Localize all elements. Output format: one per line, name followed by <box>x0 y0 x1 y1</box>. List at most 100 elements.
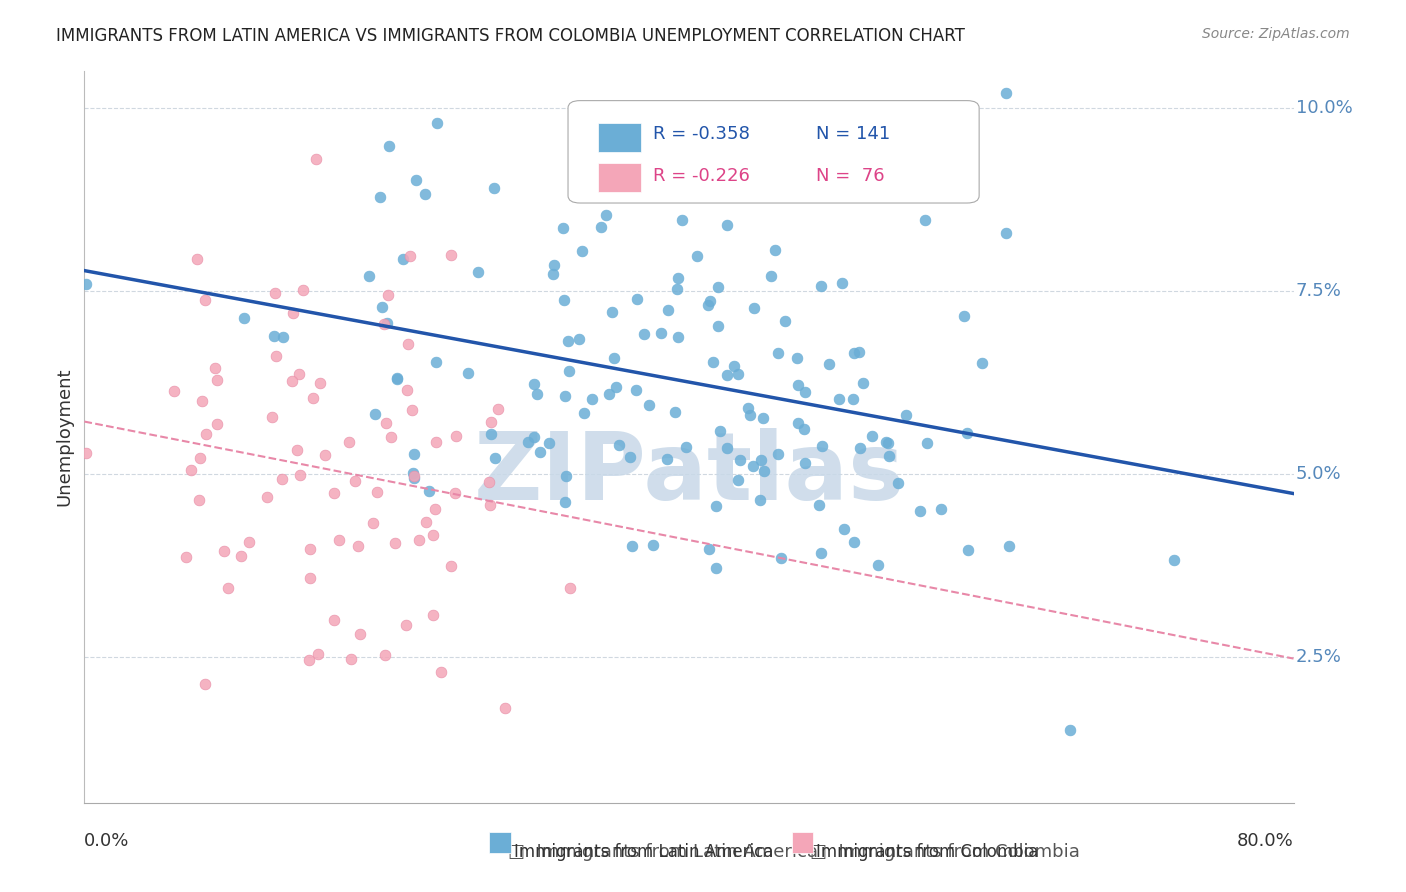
Point <box>385 372 408 386</box>
Point <box>194 293 217 308</box>
Point <box>399 249 422 263</box>
Text: Immigrants from Latin America: Immigrants from Latin America <box>513 843 773 861</box>
Point <box>887 476 910 491</box>
Point <box>523 430 546 444</box>
Point <box>263 329 285 343</box>
Text: ZIPatlas: ZIPatlas <box>474 427 904 520</box>
Point <box>361 516 384 530</box>
Point <box>832 522 855 536</box>
Point <box>308 376 330 390</box>
Point <box>787 378 810 392</box>
Point <box>568 332 591 346</box>
Point <box>484 451 506 466</box>
Point <box>626 292 648 306</box>
Point <box>707 318 730 333</box>
Text: 7.5%: 7.5% <box>1296 282 1341 300</box>
Point <box>600 304 623 318</box>
Point <box>650 326 672 340</box>
Point <box>852 376 875 391</box>
Bar <box>792 832 814 853</box>
Point <box>742 459 765 474</box>
Point <box>609 438 631 452</box>
Point <box>766 448 789 462</box>
Point <box>526 387 548 401</box>
Point <box>842 345 865 359</box>
Point <box>1163 553 1185 567</box>
Point <box>264 349 287 363</box>
Bar <box>489 832 512 853</box>
Point <box>957 542 980 557</box>
Point <box>749 453 772 467</box>
Point <box>444 428 467 442</box>
Text: N =  76: N = 76 <box>815 167 884 185</box>
Point <box>260 409 283 424</box>
Point <box>744 301 766 316</box>
Point <box>751 411 773 425</box>
Point <box>285 442 308 457</box>
Point <box>727 367 749 381</box>
Point <box>810 279 832 293</box>
Point <box>666 330 689 344</box>
Point <box>793 385 815 400</box>
Point <box>418 483 440 498</box>
Point <box>186 252 208 266</box>
Point <box>759 268 782 283</box>
Point <box>605 380 627 394</box>
Point <box>953 310 976 324</box>
Point <box>994 87 1017 101</box>
Point <box>396 337 419 351</box>
Text: □  Immigrants from Latin America: □ Immigrants from Latin America <box>508 843 817 861</box>
Point <box>422 528 444 542</box>
Text: Immigrants from Colombia: Immigrants from Colombia <box>815 843 1038 861</box>
Point <box>811 439 834 453</box>
Point <box>188 493 211 508</box>
Point <box>794 456 817 470</box>
Point <box>366 484 388 499</box>
Point <box>554 389 576 403</box>
Point <box>557 334 579 348</box>
Point <box>523 376 546 391</box>
Point <box>205 373 228 387</box>
Point <box>666 271 689 285</box>
Point <box>842 392 865 406</box>
Point <box>704 561 727 575</box>
Point <box>970 356 993 370</box>
Point <box>297 652 319 666</box>
Text: 2.5%: 2.5% <box>1296 648 1341 665</box>
Point <box>401 402 423 417</box>
Point <box>305 152 328 166</box>
Point <box>291 283 314 297</box>
Point <box>484 181 506 195</box>
Point <box>702 355 724 369</box>
Point <box>848 344 870 359</box>
Point <box>214 544 236 558</box>
Bar <box>599 122 641 152</box>
Point <box>914 212 936 227</box>
Point <box>716 218 738 232</box>
Point <box>709 424 731 438</box>
Point <box>298 571 321 585</box>
Point <box>180 463 202 477</box>
Point <box>766 345 789 359</box>
Text: N = 141: N = 141 <box>815 125 890 143</box>
Point <box>738 408 761 422</box>
Point <box>413 186 436 201</box>
Point <box>364 407 387 421</box>
Point <box>373 318 395 332</box>
Point <box>75 277 97 292</box>
Point <box>368 190 391 204</box>
Point <box>730 179 752 194</box>
Point <box>818 357 841 371</box>
Text: R = -0.226: R = -0.226 <box>652 167 749 185</box>
Point <box>666 282 689 296</box>
Point <box>337 435 360 450</box>
Point <box>664 405 686 419</box>
Point <box>405 173 427 187</box>
Point <box>716 441 738 455</box>
Point <box>349 627 371 641</box>
Point <box>849 441 872 455</box>
FancyBboxPatch shape <box>568 101 979 203</box>
Point <box>657 452 679 467</box>
Point <box>256 490 278 504</box>
Text: 80.0%: 80.0% <box>1237 832 1294 850</box>
